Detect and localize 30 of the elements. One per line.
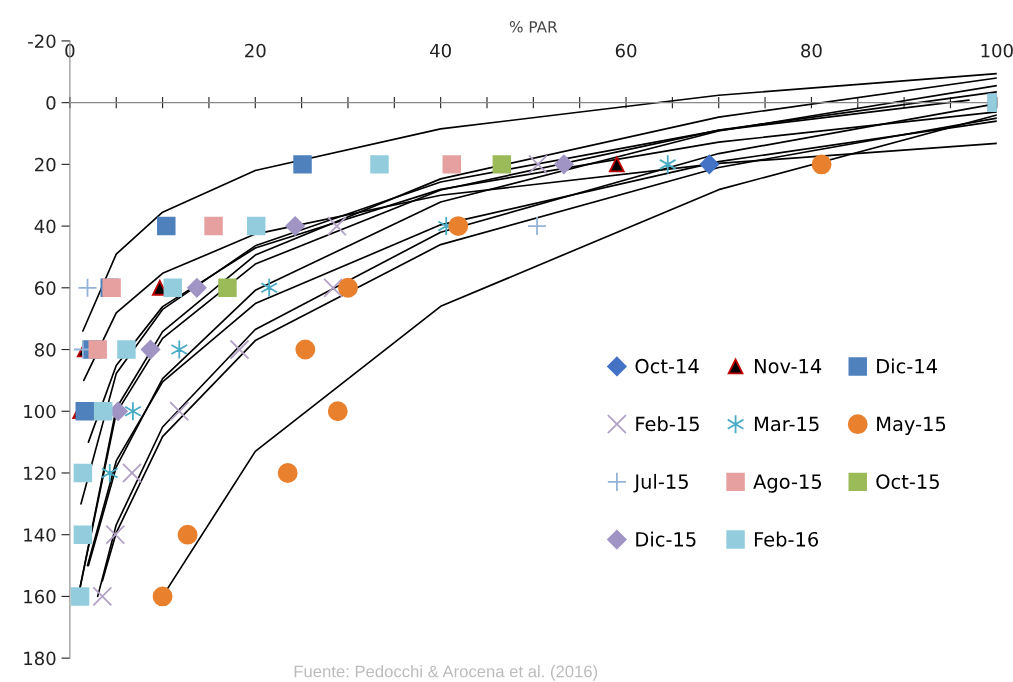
y-tick-label: 60 [34, 281, 56, 295]
y-tick-label: 0 [46, 96, 56, 110]
y-tick-label: 80 [34, 342, 56, 357]
legend-label: Ago-15 [753, 474, 822, 493]
x-tick-label: 0 [65, 43, 75, 58]
y-tick-label: 140 [24, 528, 56, 542]
legend-label: May-15 [877, 416, 946, 436]
x-tick-label: 60 [615, 43, 637, 58]
source-note: Fuente: Pedocchi & Arocena et al. (2016) [294, 665, 598, 681]
legend-label: Jul-15 [633, 473, 688, 493]
y-tick-label: 180 [24, 651, 56, 666]
legend-label: Mar-15 [754, 416, 819, 432]
legend-label: Dic-15 [636, 531, 696, 547]
legend-label: Oct-15 [876, 474, 939, 489]
y-tick-label: 100 [24, 404, 56, 419]
legend-label: Feb-16 [754, 531, 819, 547]
y-tick-label: 160 [24, 589, 56, 604]
x-tick-label: 20 [245, 43, 266, 58]
legend-label: Oct-14 [635, 358, 699, 374]
legend-label: Nov-14 [754, 359, 822, 374]
y-tick-label: 20 [35, 157, 56, 172]
x-tick-label: 80 [801, 43, 822, 58]
y-tick-label: 120 [24, 466, 56, 481]
x-tick-label: 40 [430, 43, 451, 58]
legend-label: Feb-15 [636, 416, 699, 432]
x-axis-title: % PAR [509, 21, 558, 33]
y-tick-label: -20 [28, 34, 56, 49]
x-tick-label: 100 [981, 43, 1013, 58]
legend-label: Dic-14 [877, 358, 937, 374]
y-tick-label: 40 [34, 219, 56, 234]
